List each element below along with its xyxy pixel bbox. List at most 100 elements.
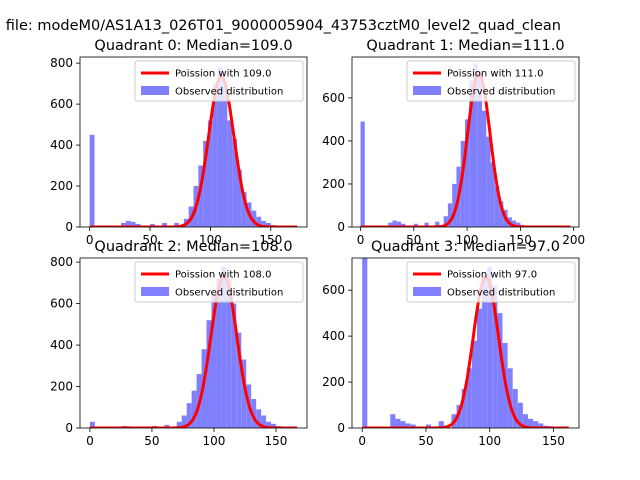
histogram-bar (477, 76, 483, 227)
histogram-bar (507, 368, 513, 428)
histogram-bar (388, 222, 393, 227)
histogram-bar (435, 221, 440, 227)
y-tick-label: 0 (65, 220, 73, 234)
histogram-bar (466, 368, 472, 428)
poisson-curve (360, 71, 571, 227)
subplot-1: Quadrant 1: Median=111.0 0 50 100 150 200 0 200… (322, 38, 585, 247)
histogram-bar (471, 340, 477, 428)
y-tick-label: 400 (322, 134, 345, 148)
legend-label: Observed distribution (175, 288, 283, 299)
histogram-bar (174, 222, 180, 227)
histogram-bar (360, 121, 365, 227)
histogram-bar (217, 67, 223, 227)
x-tick-label: 100 (456, 233, 479, 247)
legend-label: Poission with 108.0 (175, 270, 271, 281)
subplot-2: Quadrant 2: Median=108.0 0 50 100 150 0 200 400… (50, 239, 308, 448)
x-tick-label: 100 (199, 233, 222, 247)
histogram-bar (405, 423, 411, 428)
histogram-bar (227, 120, 233, 227)
histogram-bar (251, 398, 257, 428)
histogram-bar (517, 402, 523, 428)
histogram-bar (271, 423, 276, 428)
histogram-bar (265, 222, 271, 227)
y-tick-label: 600 (322, 91, 345, 105)
x-tick-label: 50 (418, 434, 433, 448)
histogram-bar (236, 332, 242, 428)
histogram-bar (221, 266, 227, 428)
histogram-bar (236, 169, 242, 227)
legend-bar-swatch (413, 86, 441, 95)
y-tick-label: 400 (322, 329, 345, 343)
histogram-bar (527, 418, 534, 428)
histogram-bar (511, 220, 517, 227)
histogram-bar (206, 320, 212, 428)
x-tick-label: 100 (478, 434, 501, 448)
histogram-bar (413, 223, 419, 227)
histogram-bar (211, 293, 217, 428)
x-tick-label: 0 (86, 233, 94, 247)
histogram-bar (499, 201, 504, 227)
histogram-bar (222, 83, 228, 227)
histogram-bar (464, 119, 470, 227)
figure-suptitle: n file: modeM0/AS1A13_026T01_9000005904_… (0, 18, 561, 34)
histogram-bar (256, 216, 262, 227)
histogram-bar (438, 421, 444, 428)
histogram-bar (198, 165, 204, 227)
y-tick-label: 400 (50, 338, 73, 352)
histogram-bar (162, 222, 167, 227)
histogram-bar (89, 421, 95, 428)
y-tick-label: 800 (50, 255, 73, 269)
x-tick-label: 150 (265, 434, 288, 448)
histogram-bar (164, 424, 170, 428)
legend-box (134, 261, 304, 303)
histogram-bar (362, 258, 368, 428)
histogram-bar (497, 313, 503, 428)
histogram-bar (251, 210, 257, 227)
x-tick-label: 0 (358, 434, 366, 448)
subplot-0: Quadrant 0: Median=109.0 0 50 100 150 0 200 400… (50, 38, 308, 247)
histogram-bar (469, 80, 474, 227)
y-tick-label: 0 (65, 421, 73, 435)
y-tick-label: 600 (50, 297, 73, 311)
histogram-bar (150, 223, 155, 227)
histogram-bars (89, 67, 281, 227)
y-tick-label: 200 (322, 375, 345, 389)
legend-box (406, 261, 576, 303)
x-tick-label: 50 (142, 233, 157, 247)
legend-label: Observed distribution (447, 288, 555, 299)
x-tick-label: 0 (86, 434, 94, 448)
legend: Poission with 109.0 Observed distribution (134, 60, 304, 102)
histogram-bar (226, 278, 232, 428)
histogram-bar (241, 359, 247, 428)
histogram-bar (461, 388, 467, 428)
histogram-bar (490, 162, 495, 227)
histogram-bar (135, 223, 141, 227)
histogram-bar (443, 216, 448, 227)
y-tick-label: 200 (50, 179, 73, 193)
y-tick-label: 200 (322, 177, 345, 191)
y-tick-label: 200 (50, 380, 73, 394)
subplot-3: Quadrant 3: Median=97.0 0 50 100 150 0 200 400 6… (322, 239, 580, 448)
histogram-bar (396, 221, 402, 227)
poisson-curve (89, 274, 298, 428)
legend-label: Observed distribution (447, 87, 555, 98)
legend-bar-swatch (413, 287, 441, 296)
histogram-bar (261, 220, 266, 227)
histogram-bar (492, 285, 498, 428)
histogram-bar (482, 278, 488, 428)
legend: Poission with 111.0 Observed distribution (406, 60, 576, 102)
x-tick-label: 50 (144, 434, 159, 448)
histogram-bar (512, 388, 518, 428)
histogram-bar (447, 203, 453, 227)
legend-bar-swatch (141, 287, 169, 296)
legend-label: Poission with 97.0 (447, 270, 537, 281)
x-tick-label: 0 (357, 233, 365, 247)
histogram-bar (456, 405, 462, 428)
histogram-bar (425, 424, 432, 428)
histogram-bar (256, 409, 262, 428)
y-tick-label: 600 (50, 97, 73, 111)
histogram-bar (424, 222, 429, 227)
histogram-bar (181, 415, 187, 428)
y-tick-label: 600 (322, 283, 345, 297)
histogram-bar (212, 83, 218, 227)
